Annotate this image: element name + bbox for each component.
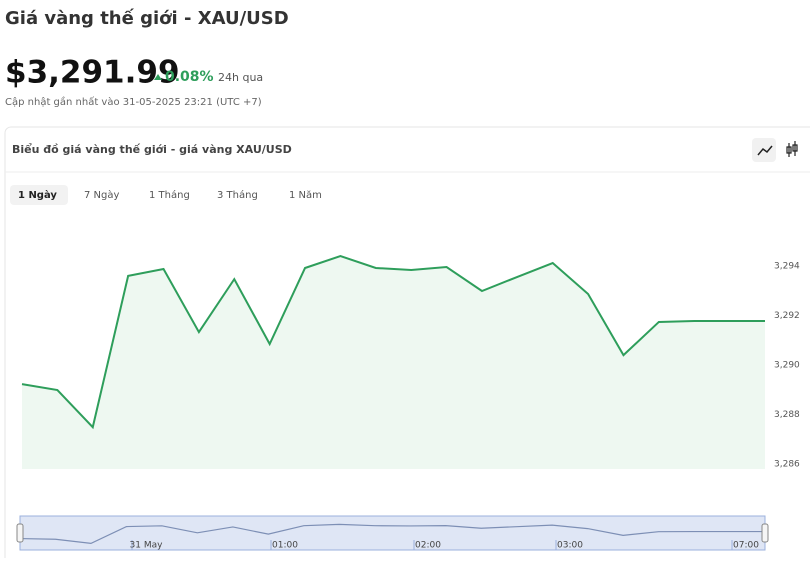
change-period: 24h qua [218, 71, 263, 84]
navigator-label: 01:00 [272, 541, 298, 551]
tab-selected-bg [10, 185, 68, 205]
navigator-handle[interactable] [761, 523, 769, 543]
area [22, 256, 765, 469]
tab[interactable]: 7 Ngày [84, 189, 119, 201]
line-icon [757, 145, 773, 156]
navigator-line [19, 523, 765, 544]
y-tick-label: 3,288 [774, 410, 800, 420]
tab[interactable]: 1 Năm [289, 190, 322, 201]
line [21, 255, 765, 430]
tab[interactable]: 1 Tháng [149, 189, 190, 201]
price: $3,291.99 [5, 55, 180, 91]
tab[interactable]: 1 Ngày [18, 189, 57, 201]
tab[interactable]: 3 Tháng [217, 189, 258, 201]
y-tick-label: 3,294 [774, 262, 800, 272]
card-title: Biểu đồ giá vàng thế giới - giá vàng XAU… [12, 143, 292, 156]
y-tick-label: 3,292 [774, 311, 800, 321]
navigator-label: 07:00 [733, 541, 759, 551]
navigator-handle[interactable] [16, 523, 24, 543]
candle-mode-button[interactable] [786, 141, 798, 157]
page-title: Giá vàng thế giới - XAU/USD [5, 8, 289, 29]
up-arrow [154, 74, 162, 80]
y-tick-label: 3,286 [774, 460, 800, 470]
change: 0.08% [165, 69, 214, 85]
navigator-label: 02:00 [415, 541, 441, 551]
updated: Cập nhật gần nhất vào 31-05-2025 23:21 (… [5, 96, 262, 108]
navigator-label: 31 May [130, 541, 164, 551]
y-tick-label: 3,290 [774, 361, 800, 371]
navigator-label: 03:00 [557, 541, 583, 551]
